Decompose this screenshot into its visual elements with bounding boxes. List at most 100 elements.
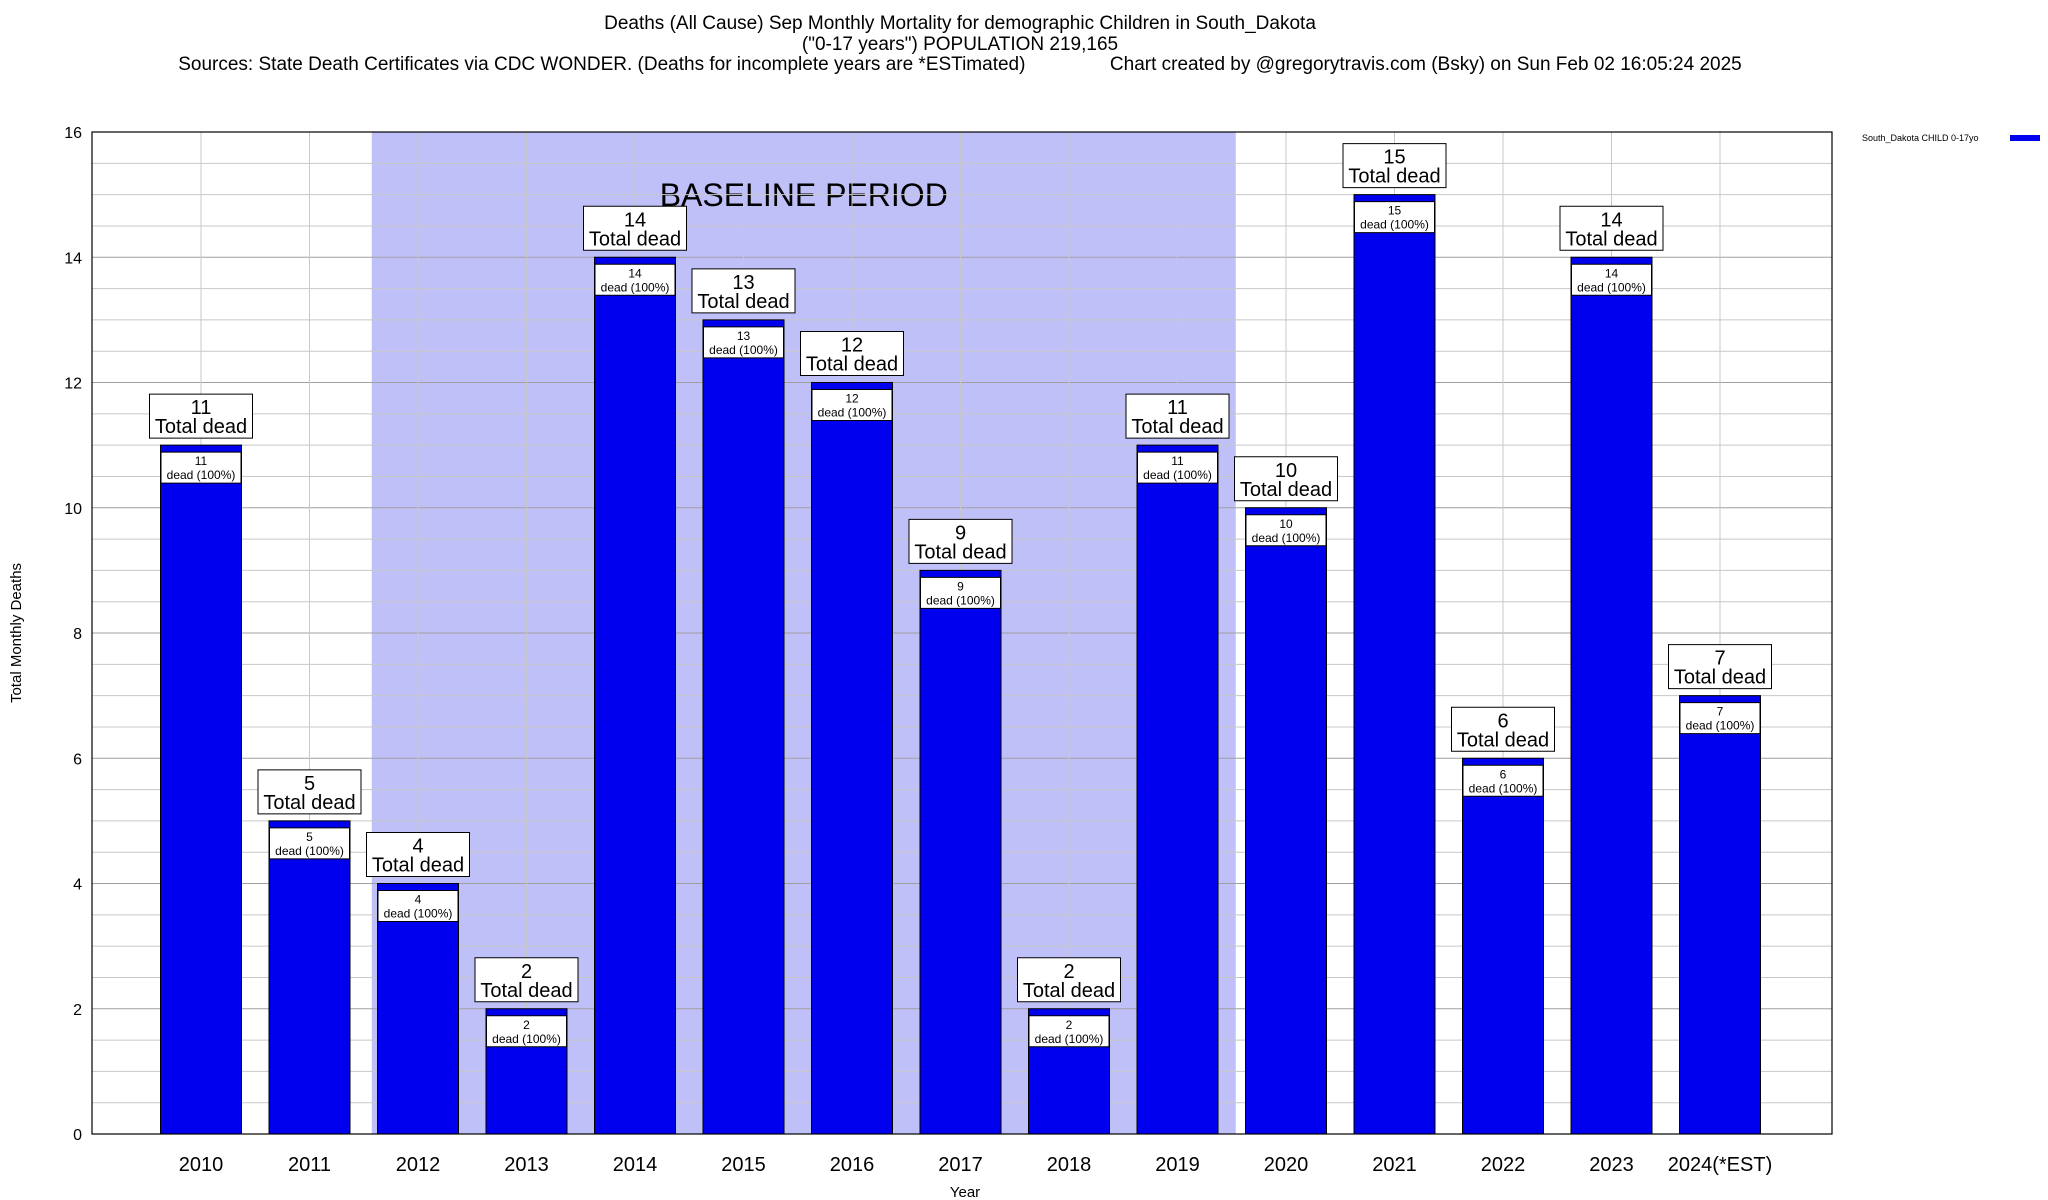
inner-label-value: 11	[1171, 454, 1184, 468]
chart-sources: Sources: State Death Certificates via CD…	[0, 55, 1920, 75]
inner-label-box	[811, 389, 893, 421]
x-tick-label: 2019	[1155, 1154, 1200, 1176]
bar	[1353, 194, 1436, 1135]
inner-label-text: dead (100%)	[275, 844, 344, 858]
x-axis-label: Year	[950, 1184, 980, 1200]
total-label-value: 2	[1063, 961, 1074, 983]
chart-title: Deaths (All Cause) Sep Monthly Mortality…	[604, 13, 1316, 34]
inner-label-value: 4	[415, 893, 422, 907]
inner-label-text: dead (100%)	[926, 593, 995, 607]
inner-label-box	[1245, 514, 1327, 547]
inner-label-value: 14	[628, 266, 642, 280]
y-tick-label: 16	[64, 125, 82, 142]
inner-label-value: 12	[845, 392, 859, 406]
total-label-text: Total dead	[1457, 729, 1549, 751]
x-tick-label: 2013	[504, 1154, 549, 1176]
total-label-box	[583, 205, 687, 251]
total-label-value: 6	[1497, 710, 1508, 732]
inner-label-value: 13	[737, 329, 751, 343]
total-label-value: 11	[1167, 397, 1188, 419]
total-label-text: Total dead	[263, 792, 355, 814]
total-label-value: 13	[732, 272, 754, 294]
bar	[268, 820, 351, 1135]
inner-label-box	[1571, 263, 1652, 296]
total-label-box	[1125, 393, 1230, 439]
y-axis-label: Total Monthly Deaths	[8, 563, 25, 703]
inner-label-text: dead (100%)	[818, 406, 887, 420]
bar	[1570, 256, 1653, 1135]
total-label-box	[366, 832, 470, 877]
x-tick-label: 2010	[179, 1154, 224, 1176]
chart-subtitle: ("0-17 years") POPULATION 219,165	[801, 34, 1119, 55]
inner-label-box	[1028, 1015, 1110, 1048]
bar	[919, 569, 1002, 1135]
total-label-text: Total dead	[480, 980, 572, 1002]
x-tick-label: 2018	[1047, 1154, 1092, 1176]
y-tick-label: 4	[73, 877, 82, 894]
x-tick-label: 2021	[1372, 1154, 1417, 1176]
inner-label-box	[377, 890, 459, 922]
inner-label-text: dead (100%)	[1686, 719, 1755, 733]
total-label-value: 14	[1600, 209, 1622, 231]
total-label-value: 4	[412, 836, 423, 858]
total-label-text: Total dead	[697, 291, 789, 313]
inner-label-value: 2	[1066, 1018, 1073, 1032]
inner-label-value: 9	[957, 579, 964, 593]
total-label-value: 14	[624, 209, 646, 231]
x-tick-label: 2023	[1589, 1154, 1634, 1176]
bar	[1679, 695, 1761, 1135]
total-label-text: Total dead	[1565, 228, 1657, 250]
y-tick-label: 6	[73, 751, 82, 768]
bar	[1245, 507, 1327, 1135]
inner-label-box	[486, 1015, 567, 1048]
inner-label-box	[1354, 201, 1435, 234]
total-label-text: Total dead	[806, 354, 898, 376]
inner-label-box	[1679, 702, 1761, 735]
x-tick-label: 2016	[830, 1154, 875, 1176]
inner-label-box	[269, 827, 350, 860]
total-label-value: 9	[955, 522, 966, 544]
bars	[160, 194, 1761, 1135]
total-label-box	[800, 331, 904, 376]
total-label-text: Total dead	[1674, 667, 1766, 689]
bar	[702, 319, 785, 1135]
total-label-box	[474, 957, 579, 1003]
total-label-box	[1559, 205, 1664, 251]
total-label-value: 5	[304, 773, 315, 795]
plot-frame	[91, 131, 1833, 1135]
inner-label-text: dead (100%)	[1360, 218, 1429, 232]
x-tick-label: 2022	[1481, 1154, 1526, 1176]
total-label-box	[149, 393, 253, 439]
inner-label-box	[703, 326, 784, 359]
inner-label-box	[1462, 764, 1544, 797]
x-tick-label: 2014	[613, 1154, 658, 1176]
total-label-value: 10	[1275, 460, 1297, 482]
total-label-text: Total dead	[914, 541, 1006, 563]
y-tick-label: 10	[64, 501, 82, 518]
y-tick-label: 2	[73, 1002, 82, 1019]
bar	[1136, 444, 1219, 1135]
total-label-box	[1342, 143, 1447, 189]
inner-label-value: 7	[1717, 705, 1724, 719]
inner-label-value: 15	[1388, 204, 1402, 218]
total-label-text: Total dead	[1131, 416, 1223, 438]
x-tick-label: 2011	[288, 1154, 331, 1176]
total-label-text: Total dead	[1023, 980, 1115, 1002]
credit-text: Chart created by @gregorytravis.com (Bsk…	[1109, 54, 1742, 75]
total-label-value: 7	[1714, 648, 1725, 670]
x-tick-label: 2012	[396, 1154, 441, 1176]
x-tick-label: 2020	[1264, 1154, 1309, 1176]
inner-label-text: dead (100%)	[167, 468, 236, 482]
y-tick-label: 12	[64, 376, 82, 393]
total-label-box	[908, 518, 1013, 564]
bar	[811, 382, 893, 1135]
inner-label-text: dead (100%)	[1143, 468, 1212, 482]
total-label-box	[1451, 706, 1555, 752]
inner-label-box	[594, 263, 676, 296]
inner-label-text: dead (100%)	[601, 280, 670, 294]
total-label-text: Total dead	[155, 416, 247, 438]
total-label-text: Total dead	[589, 228, 681, 250]
legend: South_Dakota CHILD 0-17yo	[1862, 133, 2040, 143]
sources-text: Sources: State Death Certificates via CD…	[178, 54, 1026, 75]
